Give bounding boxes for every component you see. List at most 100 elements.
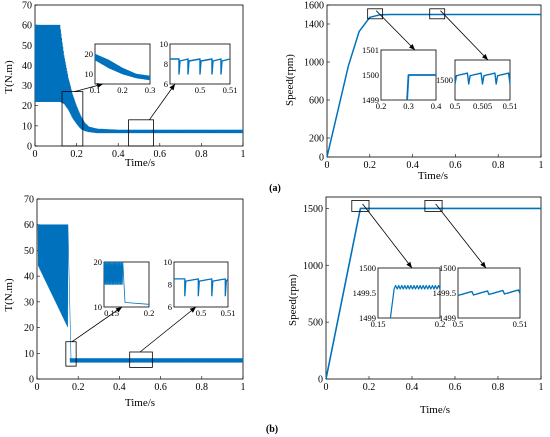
b-speed-xlabel: Time/s bbox=[420, 404, 450, 416]
a-torque-inset-2-ytick-label: 10 bbox=[160, 39, 169, 49]
a-torque-ytick-label: 0 bbox=[27, 142, 32, 153]
b-torque-ylabel: T(N.m) bbox=[3, 278, 15, 312]
b-speed-ytick-label: 1000 bbox=[303, 261, 323, 272]
b-torque-series bbox=[37, 224, 244, 363]
a-torque-inset-2-frame bbox=[169, 43, 231, 85]
a-speed-zoom-box-2 bbox=[429, 8, 446, 20]
a-speed-arrow-2 bbox=[440, 10, 489, 61]
a-torque-xtick-label: 0.4 bbox=[112, 149, 125, 160]
b-torque-ytick-label: 40 bbox=[24, 272, 34, 283]
b-torque-ytick-label: 20 bbox=[24, 323, 34, 334]
b-torque-xlabel: Time/s bbox=[125, 397, 155, 409]
b-torque-ytick-label: 30 bbox=[24, 297, 34, 308]
b-torque-xtick-label: 0.6 bbox=[154, 382, 167, 393]
b-speed-zoom-box-1 bbox=[351, 200, 370, 212]
a-torque-ytick-label: 70 bbox=[22, 1, 32, 12]
a-speed-zoom-box-1 bbox=[367, 8, 384, 20]
b-torque-inset-2-xtick-label: 0.5 bbox=[196, 308, 207, 318]
b-speed-xtick-label: 1 bbox=[539, 382, 544, 393]
a-torque-inset-2-ytick-label: 6 bbox=[164, 79, 168, 89]
b-torque-inset-2-series bbox=[174, 278, 229, 297]
a-torque-ytick-label: 50 bbox=[22, 41, 32, 52]
a-torque-arrow-2-head bbox=[169, 84, 175, 91]
b-speed-xtick-label: 0.4 bbox=[406, 382, 419, 393]
a-torque-ytick-label: 10 bbox=[22, 121, 32, 132]
b-speed-arrow-2 bbox=[435, 203, 487, 269]
a-torque-inset-2-xtick-label: 0.5 bbox=[195, 85, 206, 95]
a-speed-ylabel: Speed(rpm) bbox=[284, 54, 296, 106]
b-torque-ytick-label: 70 bbox=[24, 195, 34, 206]
a-speed-arrow-1 bbox=[375, 10, 416, 51]
b-speed-zoom-box-2 bbox=[424, 200, 443, 212]
b-speed-arrow-1 bbox=[362, 203, 413, 269]
a-torque-ytick-label: 40 bbox=[22, 61, 32, 72]
b-torque-xtick-label: 1 bbox=[241, 382, 246, 393]
a-speed-inset-1-xtick-label: 0.3 bbox=[403, 101, 414, 111]
b-torque-inset-1-ytick-label: 20 bbox=[94, 257, 103, 267]
b-speed-inset-1-series bbox=[389, 284, 441, 319]
a-speed-series bbox=[326, 13, 541, 158]
b-torque-xtick-label: 0.2 bbox=[72, 382, 85, 393]
a-torque-ylabel: T(N.m) bbox=[3, 60, 15, 94]
b-speed-inset-2-xtick-label: 0.51 bbox=[513, 319, 528, 329]
a-speed-xtick-label: 0.4 bbox=[406, 160, 419, 171]
a-speed-frame bbox=[326, 4, 542, 158]
a-speed-xtick-label: 0.6 bbox=[449, 160, 462, 171]
b-torque-arrow-1-head bbox=[115, 307, 122, 313]
a-speed-ytick-label: 1000 bbox=[304, 58, 324, 69]
b-speed-ylabel: Speed(rpm) bbox=[287, 274, 299, 326]
b-speed-inset-2-ytick-label: 1500 bbox=[439, 263, 456, 273]
a-torque-xtick-label: 0.6 bbox=[154, 149, 167, 160]
b-speed-ytick-label: 0 bbox=[318, 375, 323, 386]
a-speed-inset-2-xtick-label: 0.505 bbox=[473, 101, 492, 111]
a-torque-arrow-1-head bbox=[96, 83, 103, 88]
b-torque-xtick-label: 0 bbox=[35, 382, 40, 393]
a-speed-xlabel: Time/s bbox=[418, 170, 448, 182]
b-speed-inset-1-frame bbox=[377, 267, 441, 319]
a-torque-ytick-label: 20 bbox=[22, 101, 32, 112]
a-speed-arrow-1-head bbox=[409, 43, 415, 50]
a-torque-inset-1-series bbox=[94, 53, 151, 81]
panel-label-b: (b) bbox=[266, 424, 278, 435]
b-speed-inset-2-ytick-label: 1499.5 bbox=[433, 288, 456, 298]
b-speed-inset-1-ytick-label: 1499.5 bbox=[353, 288, 376, 298]
a-torque-inset-1-xtick-label: 0.3 bbox=[145, 85, 156, 95]
a-speed-inset-2-series bbox=[454, 72, 511, 85]
b-speed-inset-1-xtick-label: 0.2 bbox=[435, 319, 446, 329]
a-speed-xtick-label: 0.2 bbox=[364, 160, 377, 171]
a-torque-inset-1-ytick-label: 10 bbox=[85, 69, 94, 79]
b-speed-arrow-2-head bbox=[480, 261, 486, 268]
b-speed-inset-1-ytick-label: 1500 bbox=[359, 263, 376, 273]
a-torque-xlabel: Time/s bbox=[125, 157, 155, 169]
panel-label-a: (a) bbox=[269, 183, 281, 194]
a-torque-inset-1-xtick-label: 0.2 bbox=[117, 85, 128, 95]
a-speed-inset-1-series bbox=[406, 74, 436, 101]
a-speed-inset-2-xtick-label: 0.51 bbox=[503, 101, 518, 111]
a-speed-ytick-label: 200 bbox=[309, 134, 324, 145]
a-torque-inset-2-series bbox=[170, 58, 231, 75]
a-speed-xtick-label: 0 bbox=[325, 160, 330, 171]
b-speed-xtick-label: 0.8 bbox=[492, 382, 505, 393]
a-torque-zoom-box-1 bbox=[61, 91, 84, 147]
b-torque-inset-2-xtick-label: 0.51 bbox=[221, 308, 236, 318]
b-torque-zoom-box-2 bbox=[129, 351, 153, 368]
b-speed-xtick-label: 0 bbox=[324, 382, 329, 393]
a-speed-ytick-label: 0 bbox=[319, 153, 324, 164]
a-speed-ytick-label: 1400 bbox=[304, 20, 324, 31]
b-torque-inset-1-series bbox=[103, 261, 150, 305]
a-torque-ytick-label: 30 bbox=[22, 81, 32, 92]
b-torque-inset-2-ytick-label: 8 bbox=[168, 280, 172, 290]
b-torque-inset-2-frame bbox=[173, 261, 229, 308]
b-torque-ytick-label: 0 bbox=[29, 375, 34, 386]
b-torque-inset-2-ytick-label: 10 bbox=[164, 257, 173, 267]
b-speed-inset-2-ytick-label: 1499 bbox=[439, 313, 456, 323]
b-speed-series bbox=[325, 207, 541, 380]
b-torque-xtick-label: 0.8 bbox=[196, 382, 209, 393]
b-speed-xtick-label: 0.2 bbox=[363, 382, 376, 393]
b-speed-frame bbox=[325, 196, 542, 380]
b-torque-inset-2-ytick-label: 6 bbox=[168, 302, 172, 312]
b-torque-ytick-label: 60 bbox=[24, 220, 34, 231]
b-torque-arrow-1 bbox=[71, 306, 123, 343]
a-torque-zoom-box-2 bbox=[128, 119, 154, 147]
